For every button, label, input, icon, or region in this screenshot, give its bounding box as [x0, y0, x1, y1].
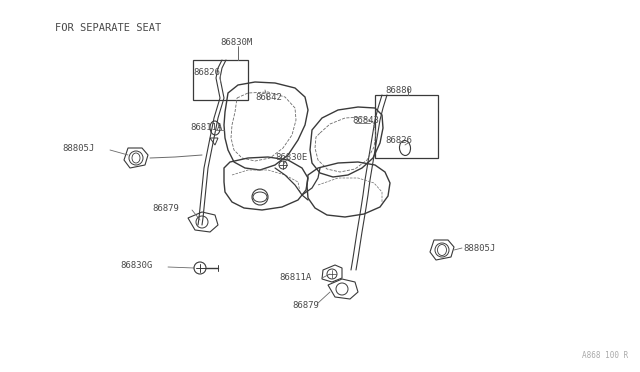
- Text: 86879: 86879: [152, 203, 179, 212]
- Text: A868 100 R: A868 100 R: [582, 350, 628, 359]
- Text: FOR SEPARATE SEAT: FOR SEPARATE SEAT: [55, 23, 161, 33]
- Text: 88805J: 88805J: [62, 144, 94, 153]
- Text: 88805J: 88805J: [463, 244, 495, 253]
- Text: 86826: 86826: [385, 135, 412, 144]
- Text: 86811A: 86811A: [190, 122, 222, 131]
- Text: 86811A: 86811A: [279, 273, 311, 282]
- Text: 86830G: 86830G: [120, 260, 152, 269]
- Text: 86879: 86879: [292, 301, 319, 310]
- Text: 86880: 86880: [385, 86, 412, 94]
- Text: 86826: 86826: [193, 67, 220, 77]
- Text: 86843: 86843: [352, 115, 379, 125]
- Text: 86830M: 86830M: [220, 38, 252, 46]
- Text: 86842: 86842: [255, 93, 282, 102]
- Text: 86830E: 86830E: [275, 153, 307, 161]
